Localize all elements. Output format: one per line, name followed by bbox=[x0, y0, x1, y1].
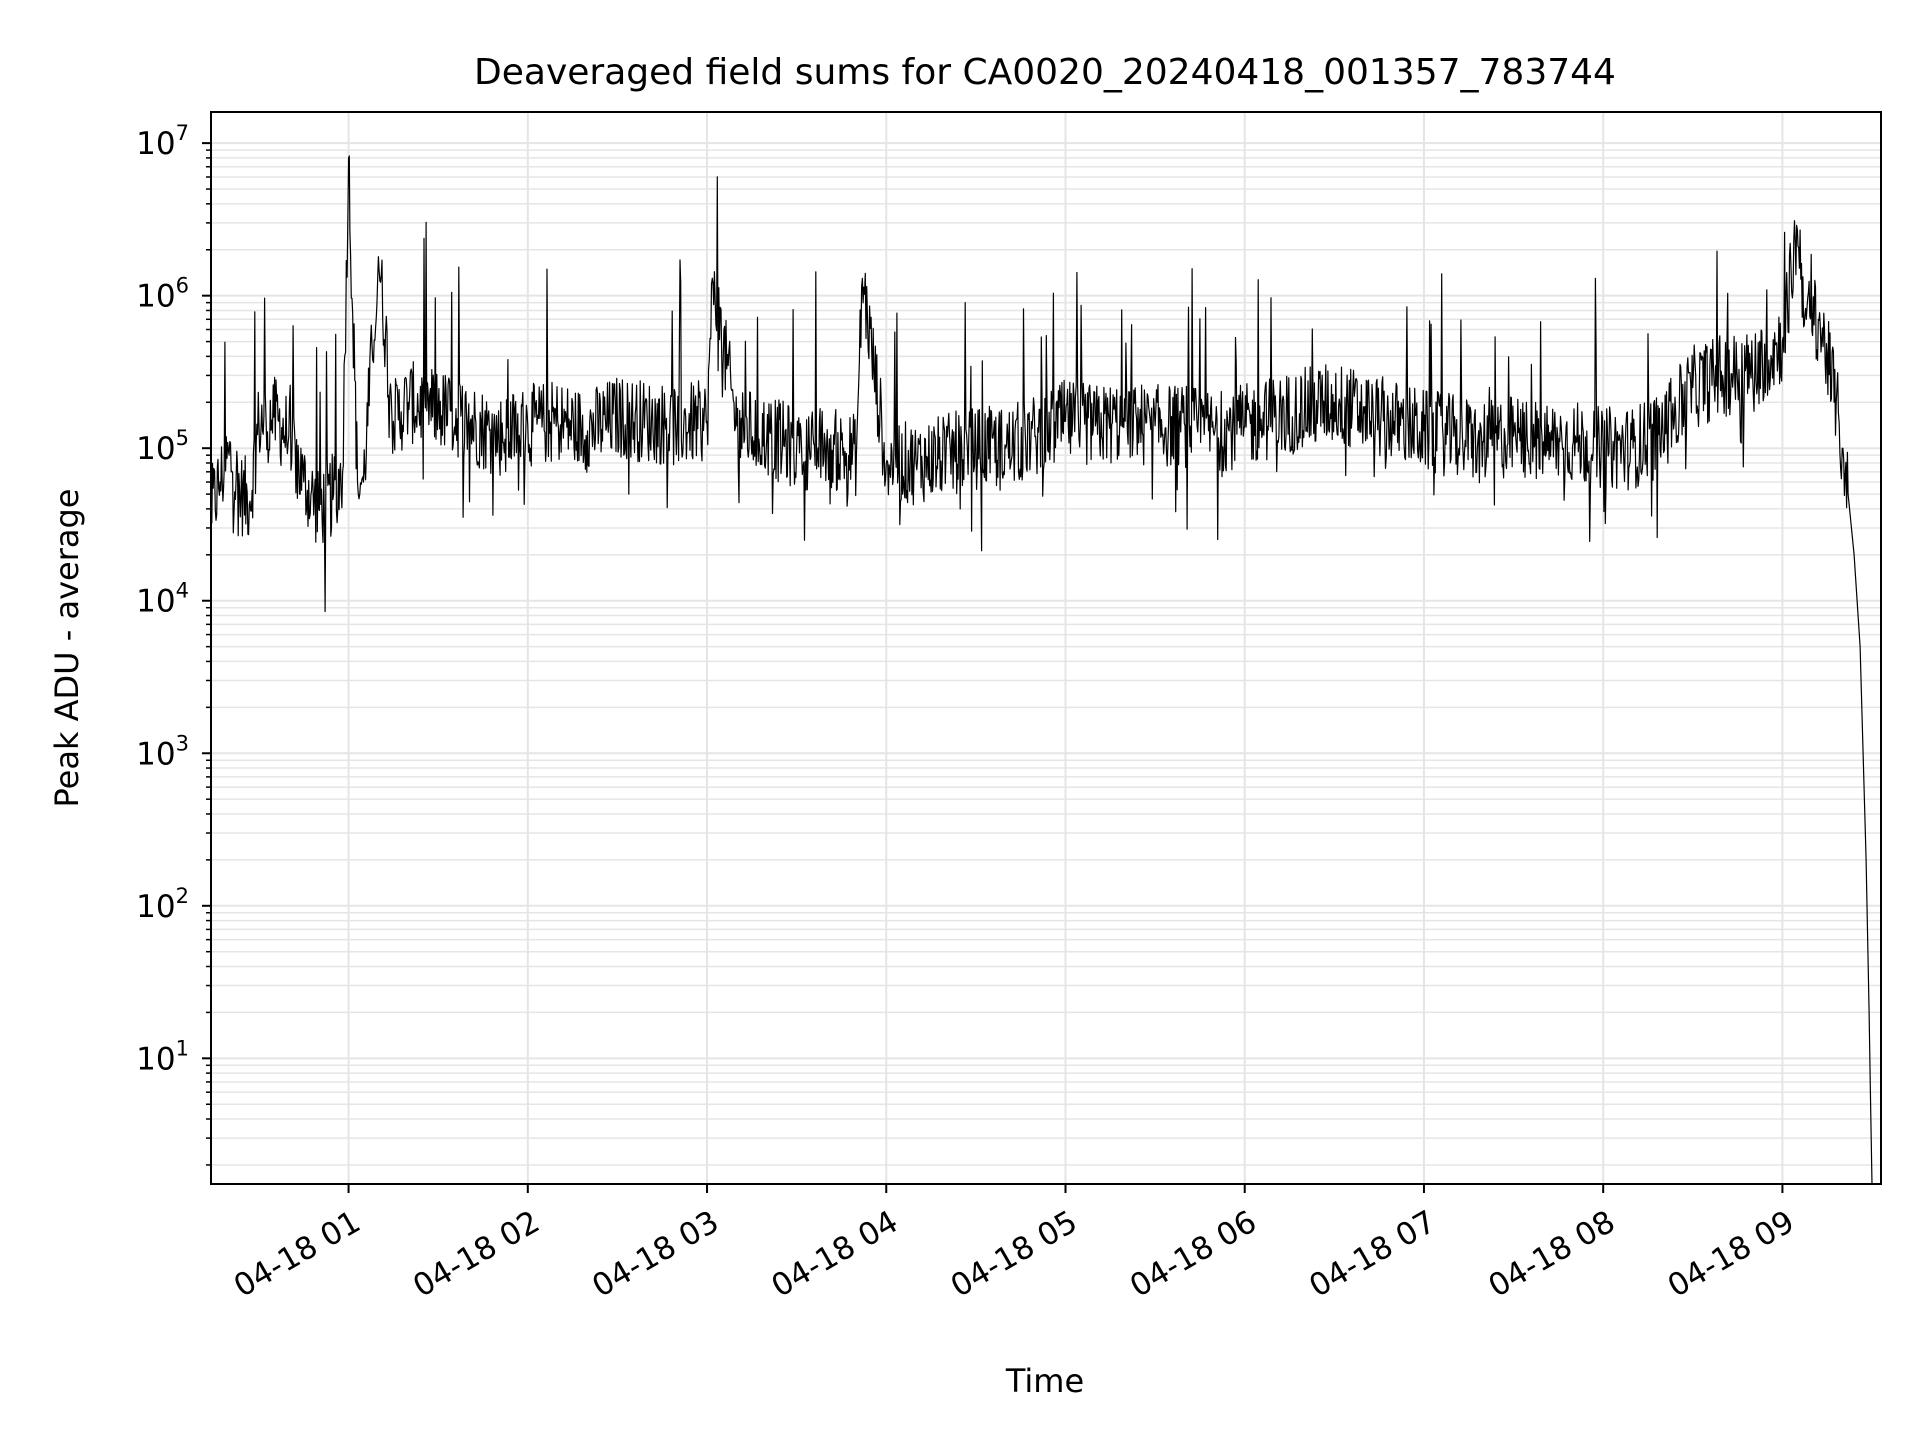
chart-title: Deaveraged field sums for CA0020_2024041… bbox=[474, 52, 1616, 93]
y-tick-exponent: 4 bbox=[176, 579, 189, 603]
y-tick-label: 105 bbox=[136, 426, 189, 467]
series-layer bbox=[210, 155, 1878, 1185]
y-tick-label: 104 bbox=[136, 579, 189, 620]
y-tick-exponent: 6 bbox=[176, 274, 189, 298]
x-axis-label: Time bbox=[1005, 1362, 1084, 1400]
y-tick-label: 101 bbox=[136, 1036, 189, 1077]
y-tick-base: 10 bbox=[136, 279, 175, 315]
series-line bbox=[210, 155, 1878, 1185]
y-tick-label: 106 bbox=[136, 274, 189, 315]
y-tick-base: 10 bbox=[136, 126, 175, 162]
y-tick-base: 10 bbox=[136, 431, 175, 467]
y-tick-base: 10 bbox=[136, 736, 175, 772]
y-axis-label: Peak ADU - average bbox=[48, 489, 86, 808]
y-tick-exponent: 2 bbox=[176, 884, 189, 908]
y-tick-label: 102 bbox=[136, 884, 189, 925]
y-tick-exponent: 5 bbox=[176, 426, 189, 450]
y-tick-base: 10 bbox=[136, 889, 175, 925]
y-tick-base: 10 bbox=[136, 584, 175, 620]
plot-frame bbox=[210, 111, 1882, 1185]
plot-area bbox=[210, 111, 1882, 1185]
y-tick-exponent: 7 bbox=[176, 121, 189, 145]
y-tick-base: 10 bbox=[136, 1041, 175, 1077]
y-tick-label: 107 bbox=[136, 121, 189, 162]
y-tick-exponent: 3 bbox=[176, 731, 189, 755]
grid-lines bbox=[211, 112, 1881, 1184]
y-tick-label: 103 bbox=[136, 731, 189, 772]
plot-background bbox=[211, 112, 1881, 1184]
y-tick-exponent: 1 bbox=[176, 1036, 189, 1060]
